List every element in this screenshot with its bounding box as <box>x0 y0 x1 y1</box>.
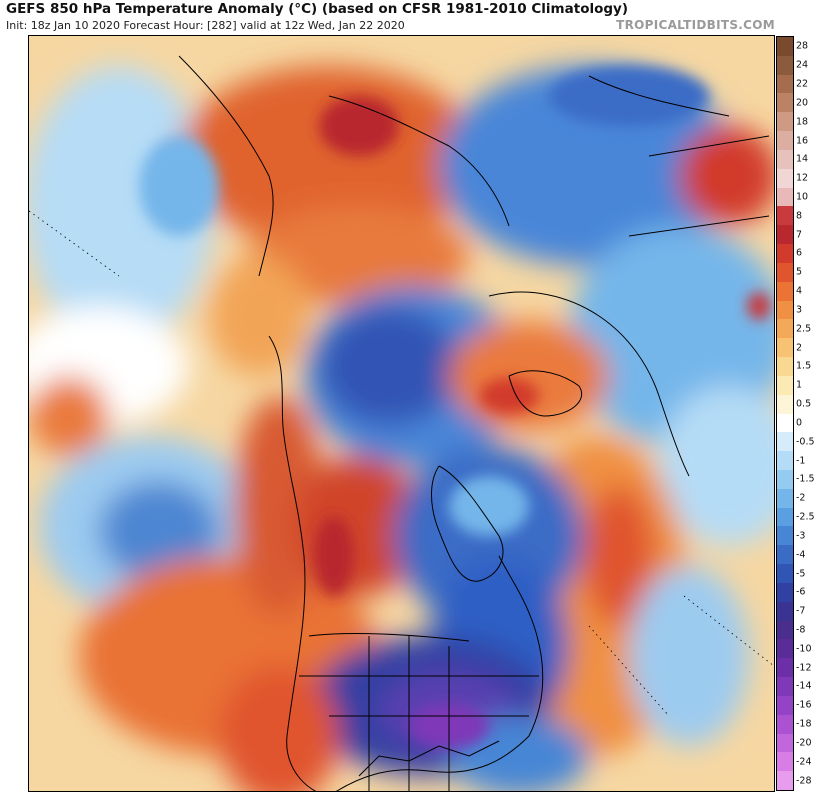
color-scale-label: 20 <box>796 97 809 109</box>
color-scale-swatch <box>777 338 793 358</box>
color-scale-swatch <box>777 37 793 57</box>
anomaly-field-detail <box>139 66 771 748</box>
color-scale-swatch <box>777 658 793 678</box>
color-scale-label: -20 <box>796 737 812 749</box>
color-scale-swatch <box>777 55 793 76</box>
color-scale-swatch <box>777 582 793 603</box>
color-scale-swatch <box>777 149 793 170</box>
color-scale-label: -10 <box>796 643 812 655</box>
color-scale-label: 3 <box>796 304 803 316</box>
color-scale-label: 16 <box>796 135 809 147</box>
color-scale-label: 1 <box>796 379 803 391</box>
color-scale-swatch <box>777 488 793 509</box>
color-scale-swatch <box>777 394 793 414</box>
color-scale-swatch <box>777 357 793 377</box>
coastlines <box>178 55 770 791</box>
color-scale-swatch <box>777 262 793 283</box>
color-scale-label: 18 <box>796 116 809 128</box>
color-scale-swatch <box>777 752 793 772</box>
color-scale-label: 24 <box>796 59 809 71</box>
color-scale <box>776 36 794 791</box>
color-scale-label: -16 <box>796 699 812 711</box>
color-scale-label: -3 <box>796 530 806 542</box>
color-scale-label: 12 <box>796 172 809 184</box>
color-scale-label: 0 <box>796 417 803 429</box>
color-scale-label: 22 <box>796 78 809 90</box>
color-scale-label: -1 <box>796 455 806 467</box>
anomaly-map <box>28 35 775 792</box>
color-scale-swatch <box>777 639 793 659</box>
color-scale-swatch <box>777 281 793 302</box>
color-scale-label: -18 <box>796 718 812 730</box>
map-title: GEFS 850 hPa Temperature Anomaly (°C) (b… <box>6 1 629 17</box>
color-scale-swatch <box>777 244 793 264</box>
color-scale-label: -2.5 <box>796 511 815 523</box>
map-subtitle: Init: 18z Jan 10 2020 Forecast Hour: [28… <box>6 19 405 32</box>
color-scale-label: 8 <box>796 210 803 222</box>
color-scale-swatch <box>777 545 793 565</box>
color-scale-swatch <box>777 771 793 791</box>
color-scale-swatch <box>777 695 793 716</box>
color-scale-label: -6 <box>796 586 806 598</box>
color-scale-swatch <box>777 714 793 734</box>
color-scale-swatch <box>777 300 793 320</box>
color-scale-label: -7 <box>796 605 806 617</box>
color-scale-swatch <box>777 620 793 640</box>
color-scale-label: 0.5 <box>796 398 812 410</box>
color-scale-swatch <box>777 526 793 546</box>
color-scale-swatch <box>777 733 793 753</box>
color-scale-swatch <box>777 112 793 132</box>
color-scale-label: 28 <box>796 40 809 52</box>
color-scale-swatch <box>777 564 793 584</box>
color-scale-swatch <box>777 168 793 189</box>
color-scale-label: -12 <box>796 662 812 674</box>
color-scale-swatch <box>777 413 793 433</box>
color-scale-label: -0.5 <box>796 436 815 448</box>
source-credit: TROPICALTIDBITS.COM <box>616 18 775 32</box>
color-scale-label: 2 <box>796 342 803 354</box>
color-scale-swatch <box>777 225 793 245</box>
color-scale-swatch <box>777 432 793 452</box>
color-scale-label: 5 <box>796 266 803 278</box>
color-scale-swatch <box>777 507 793 527</box>
color-scale-label: -2 <box>796 492 806 504</box>
color-scale-swatch <box>777 451 793 471</box>
color-scale-label: 6 <box>796 247 803 259</box>
color-scale-swatch <box>777 319 793 339</box>
color-scale-swatch <box>777 93 793 113</box>
color-scale-label: 7 <box>796 229 803 241</box>
color-scale-swatch <box>777 469 793 490</box>
color-scale-label: 14 <box>796 153 809 165</box>
color-scale-label: -14 <box>796 680 812 692</box>
color-scale-swatch <box>777 74 793 94</box>
color-scale-swatch <box>777 375 793 396</box>
color-scale-label: -5 <box>796 568 806 579</box>
anomaly-field-broad <box>29 66 774 791</box>
color-scale-label: -24 <box>796 756 812 768</box>
color-scale-label: 2.5 <box>796 323 812 335</box>
color-scale-swatch <box>777 206 793 226</box>
color-scale-label: -4 <box>796 549 806 561</box>
graticule <box>29 210 774 717</box>
color-scale-swatch <box>777 187 793 207</box>
color-scale-label: 4 <box>796 285 803 297</box>
color-scale-label: 1.5 <box>796 360 812 372</box>
color-scale-label: -28 <box>796 775 812 787</box>
color-scale-swatch <box>777 131 793 151</box>
color-scale-label: 10 <box>796 191 809 203</box>
color-scale-swatch <box>777 677 793 697</box>
color-scale-swatch <box>777 601 793 622</box>
color-scale-labels: 28 24 22 20 18 16 14 12 10 8 7 6 5 4 3 2.5 2 1.5 1 0.5 0 -0.5… <box>796 36 819 791</box>
color-scale-label: -8 <box>796 624 806 636</box>
color-scale-label: -1.5 <box>796 473 815 485</box>
